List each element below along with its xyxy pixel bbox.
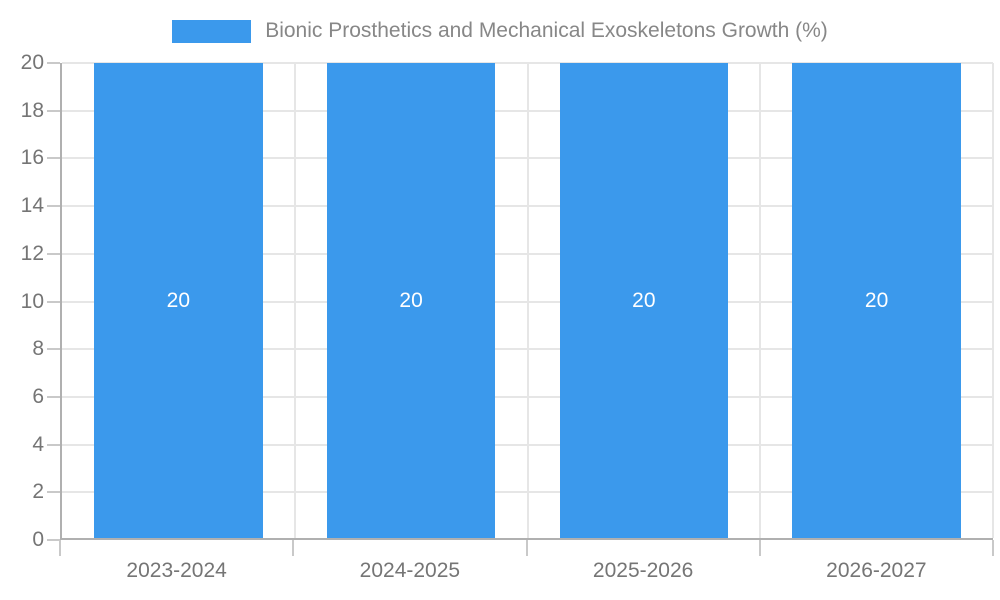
y-tick-mark (47, 252, 60, 255)
bar-value-label: 20 (864, 288, 889, 312)
bar[interactable]: 20 (326, 63, 496, 538)
y-tick-mark (47, 62, 60, 64)
vertical-gridline (526, 63, 529, 538)
bar-value-label: 20 (399, 288, 423, 312)
x-category-label: 2024-2025 (359, 559, 461, 582)
y-tick-label: 2 (32, 480, 44, 504)
x-axis-tick-marks (59, 540, 994, 556)
x-tick-mark (525, 540, 528, 556)
y-tick-label: 6 (32, 384, 44, 408)
x-category-label: 2025-2026 (592, 559, 694, 582)
plot-area: 20 20 20 20 (60, 62, 994, 540)
x-tick-mark (59, 540, 61, 556)
legend-label: Bionic Prosthetics and Mechanical Exoske… (265, 19, 828, 42)
vertical-gridline (759, 63, 762, 538)
y-tick-label: 16 (20, 146, 44, 170)
chart-legend[interactable]: Bionic Prosthetics and Mechanical Exoske… (0, 19, 1000, 43)
x-tick-mark (292, 540, 295, 556)
y-tick-label: 14 (20, 194, 44, 218)
y-tick-label: 4 (32, 432, 44, 456)
y-tick-mark (47, 157, 60, 160)
y-tick-label: 10 (20, 289, 44, 313)
y-tick-mark (47, 491, 60, 494)
vertical-gridline (293, 63, 296, 538)
y-axis-tick-marks (47, 62, 60, 541)
y-tick-mark (47, 109, 60, 112)
y-tick-mark (47, 300, 60, 303)
x-tick-mark (992, 540, 994, 556)
bar[interactable]: 20 (94, 63, 263, 538)
bar[interactable]: 20 (792, 63, 961, 538)
bar-value-label: 20 (632, 288, 656, 312)
x-category-label: 2026-2027 (826, 559, 927, 582)
y-tick-mark (47, 539, 60, 541)
y-tick-mark (47, 348, 60, 351)
bar[interactable]: 20 (559, 63, 729, 538)
y-tick-mark (47, 443, 60, 446)
y-tick-label: 18 (20, 98, 44, 122)
x-category-label: 2023-2024 (126, 559, 227, 582)
y-tick-label: 12 (20, 241, 44, 265)
vertical-gridline (992, 63, 994, 538)
y-tick-label: 0 (32, 528, 44, 551)
bar-value-label: 20 (166, 288, 191, 312)
x-tick-mark (758, 540, 761, 556)
legend-color-swatch (172, 19, 252, 43)
y-tick-label: 8 (32, 337, 44, 361)
y-axis-tick-labels: 0 2 4 6 8 10 12 14 16 18 20 (0, 51, 44, 551)
y-tick-mark (47, 205, 60, 208)
x-axis-labels: 2023-2024 2024-2025 2025-2026 2026-2027 (60, 559, 993, 587)
y-tick-label: 20 (20, 51, 44, 74)
y-tick-mark (47, 395, 60, 398)
